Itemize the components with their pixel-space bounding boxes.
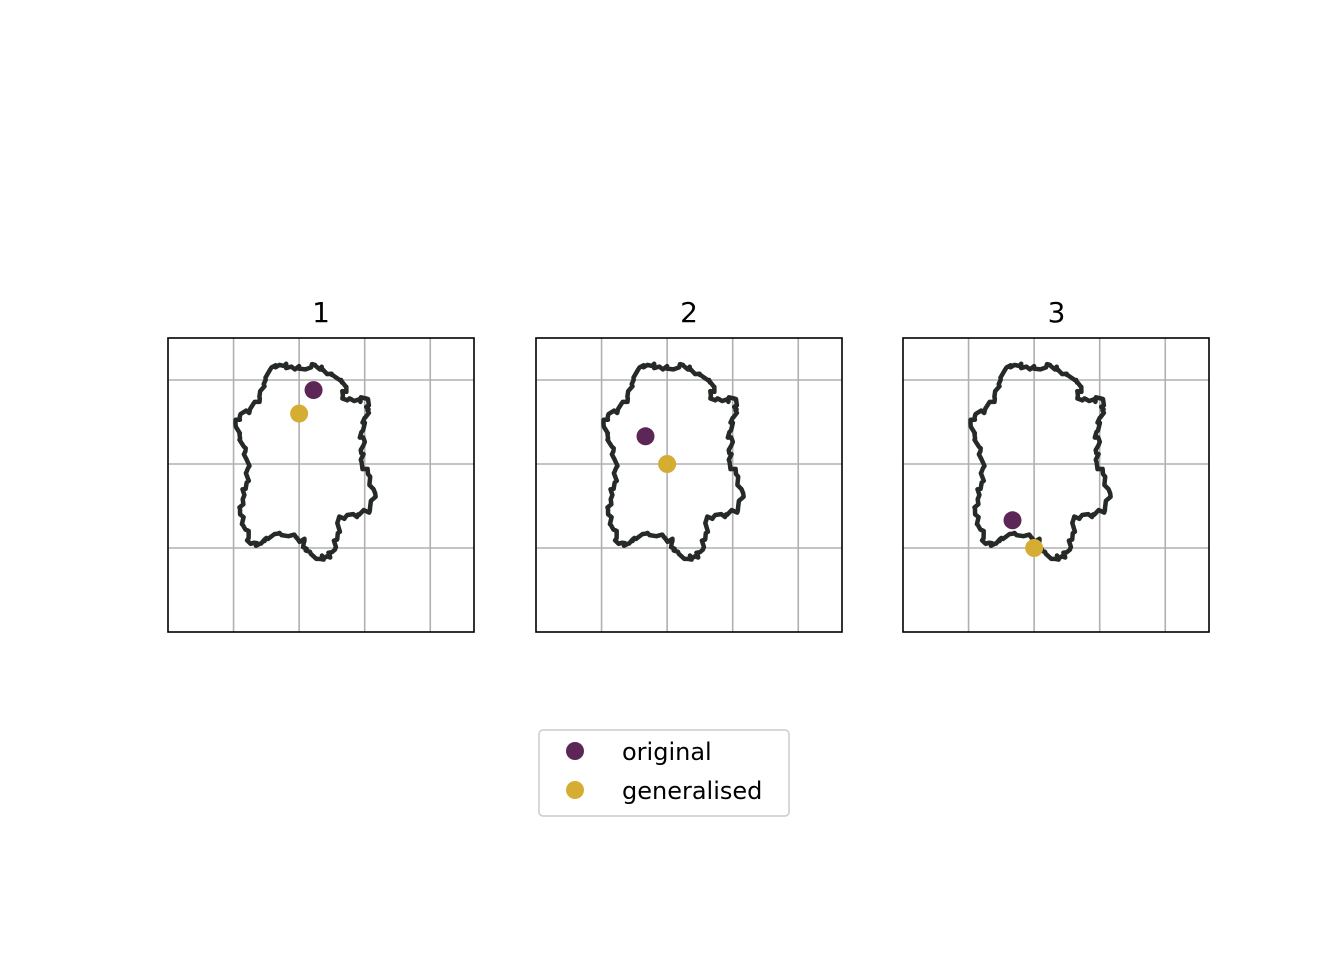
region-outline bbox=[233, 361, 378, 562]
panel-2: 2 bbox=[535, 296, 843, 633]
legend-box bbox=[538, 729, 790, 817]
region-outline bbox=[968, 361, 1113, 562]
panel-title: 3 bbox=[1048, 296, 1066, 329]
axes-frame bbox=[167, 337, 475, 633]
point-original bbox=[1003, 511, 1022, 530]
legend: original generalised bbox=[538, 729, 790, 817]
axes-frame bbox=[902, 337, 1210, 633]
panel-3: 3 bbox=[902, 296, 1210, 633]
axes-frame bbox=[535, 337, 843, 633]
legend-marker-generalised bbox=[566, 781, 584, 799]
panel-title: 1 bbox=[312, 296, 330, 329]
point-original bbox=[636, 427, 655, 446]
point-generalised bbox=[1025, 539, 1044, 557]
point-original bbox=[304, 381, 323, 400]
legend-label-generalised: generalised bbox=[622, 777, 762, 805]
legend-label-original: original bbox=[622, 738, 712, 766]
panel-title: 2 bbox=[680, 296, 698, 329]
point-generalised bbox=[290, 404, 309, 423]
region-outline bbox=[601, 361, 746, 562]
point-generalised bbox=[658, 455, 677, 473]
panel-1: 1 bbox=[167, 296, 475, 633]
legend-marker-original bbox=[566, 742, 584, 760]
